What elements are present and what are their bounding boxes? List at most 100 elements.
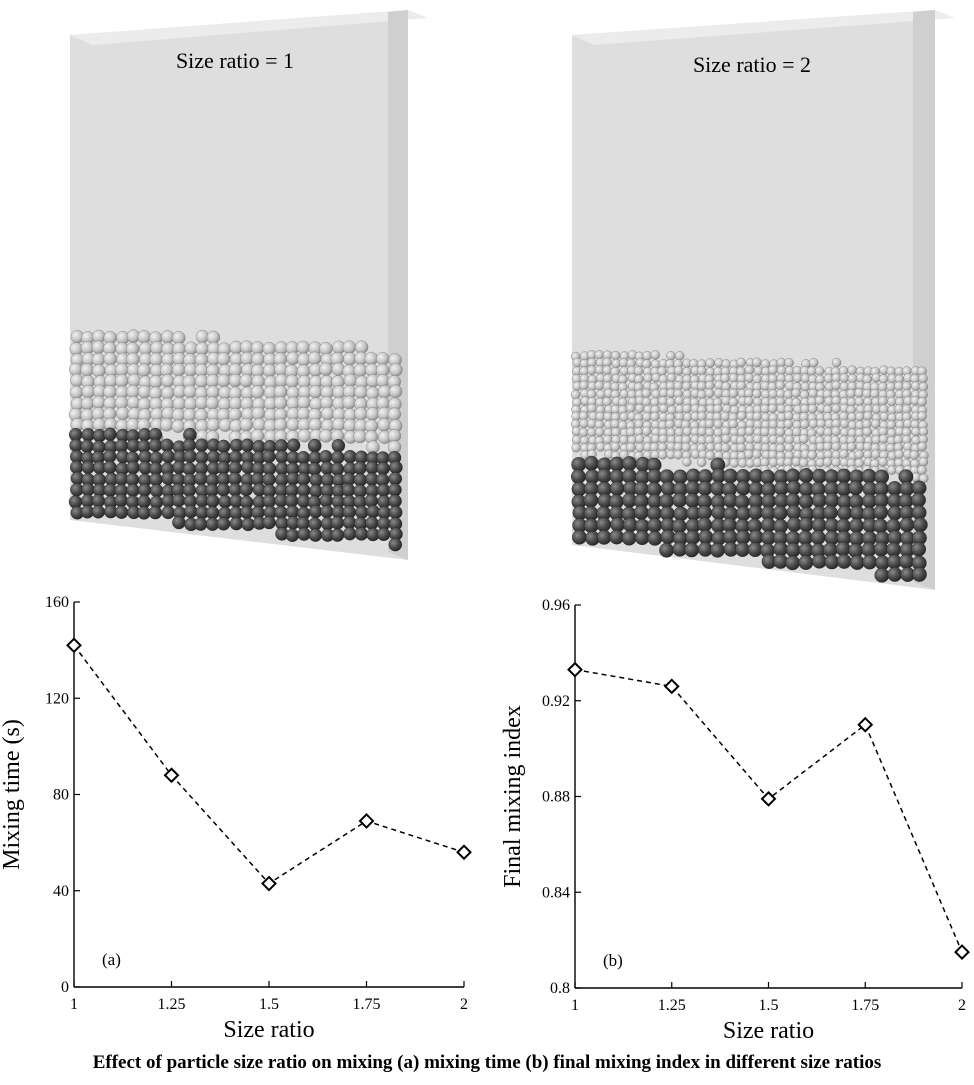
dark-particle	[389, 460, 403, 475]
light-particle	[799, 458, 809, 468]
dark-particle	[354, 527, 369, 541]
light-particle	[752, 411, 762, 422]
dark-particle	[239, 482, 254, 497]
dark-particle	[376, 461, 390, 476]
light-particle	[250, 385, 265, 399]
dark-particle	[216, 483, 231, 497]
light-particle	[831, 380, 841, 391]
dark-particle	[388, 494, 402, 508]
light-particle	[675, 351, 685, 361]
light-particle	[809, 358, 819, 368]
dark-particle	[161, 449, 175, 464]
light-particle	[319, 362, 333, 376]
dark-particle	[91, 505, 106, 519]
light-particle	[784, 358, 794, 368]
light-particle	[91, 340, 106, 354]
light-particle	[80, 363, 94, 377]
light-particle	[228, 407, 242, 422]
dark-particle	[240, 438, 255, 452]
data-point	[456, 844, 472, 861]
x-tick-label: 1.5	[259, 996, 279, 1013]
dark-particle	[81, 460, 95, 474]
dark-particle	[610, 517, 626, 532]
light-particle	[808, 388, 818, 398]
light-particle	[594, 350, 604, 360]
light-particle	[878, 396, 888, 406]
light-particle	[854, 388, 864, 398]
dark-particle	[723, 468, 738, 484]
light-particle	[791, 388, 801, 398]
light-particle	[846, 442, 857, 452]
charts-area: 1 1.25 1.5 1.75 2 0 40 80 120 160 (a) Size ratio Mix…	[0, 594, 970, 1044]
dark-particle	[216, 517, 231, 531]
light-particle	[839, 419, 850, 429]
dark-particle	[80, 439, 94, 453]
dark-particle	[609, 481, 625, 496]
light-particle	[103, 352, 117, 366]
light-particle	[626, 403, 636, 413]
light-particle	[206, 418, 221, 432]
light-particle	[894, 381, 904, 391]
light-particle	[273, 396, 288, 410]
light-particle	[784, 442, 794, 453]
data-point	[66, 637, 82, 654]
light-particle	[736, 357, 746, 368]
dark-particle	[572, 529, 587, 545]
dark-particle	[262, 449, 276, 464]
light-particle	[768, 365, 778, 375]
light-particle	[767, 403, 778, 414]
dark-particle	[172, 515, 186, 530]
light-particle	[321, 406, 335, 421]
light-particle	[273, 418, 288, 432]
light-particle	[137, 363, 151, 377]
light-particle	[871, 449, 881, 459]
light-particle	[619, 412, 629, 422]
light-particle	[744, 396, 754, 406]
y-tick-label: 120	[45, 690, 69, 707]
dark-particle	[786, 480, 802, 496]
light-particle	[594, 380, 604, 391]
light-particle	[815, 366, 825, 376]
light-particle	[894, 449, 904, 459]
dark-particle	[137, 494, 151, 509]
dark-particle	[160, 438, 174, 452]
light-particle	[297, 395, 311, 410]
dark-particle	[376, 483, 391, 497]
light-particle	[917, 465, 927, 475]
light-particle	[161, 386, 175, 400]
light-particle	[658, 450, 668, 460]
light-particle	[681, 381, 692, 391]
light-particle	[918, 457, 929, 467]
light-particle	[365, 407, 380, 421]
light-particle	[641, 359, 652, 369]
light-particle	[736, 411, 747, 421]
light-particle	[183, 384, 197, 399]
dark-particle	[137, 506, 151, 520]
light-particle	[127, 373, 142, 387]
y-tick-label: 0.88	[542, 789, 570, 806]
light-particle	[705, 442, 716, 452]
dark-particle	[296, 451, 311, 465]
light-particle	[847, 365, 857, 375]
light-particle	[150, 341, 164, 355]
dark-particle	[810, 530, 826, 545]
light-particle	[854, 449, 864, 460]
dark-particle	[126, 483, 140, 497]
light-particle	[342, 395, 356, 410]
light-particle	[651, 389, 661, 399]
dark-particle	[308, 528, 323, 542]
light-particle	[886, 420, 896, 430]
dark-particle	[798, 468, 814, 483]
x-tick-label: 1.25	[158, 996, 186, 1013]
light-particle	[641, 397, 652, 407]
dark-particle	[735, 480, 751, 496]
light-particle	[799, 434, 809, 444]
dark-particle	[873, 518, 888, 534]
dark-particle	[785, 555, 800, 571]
light-particle	[216, 352, 231, 366]
snapshot-size-ratio-2: Size ratio = 2	[570, 10, 955, 590]
light-particle	[697, 457, 707, 467]
light-particle	[115, 374, 129, 388]
light-particle	[343, 373, 358, 387]
light-particle	[744, 373, 754, 383]
